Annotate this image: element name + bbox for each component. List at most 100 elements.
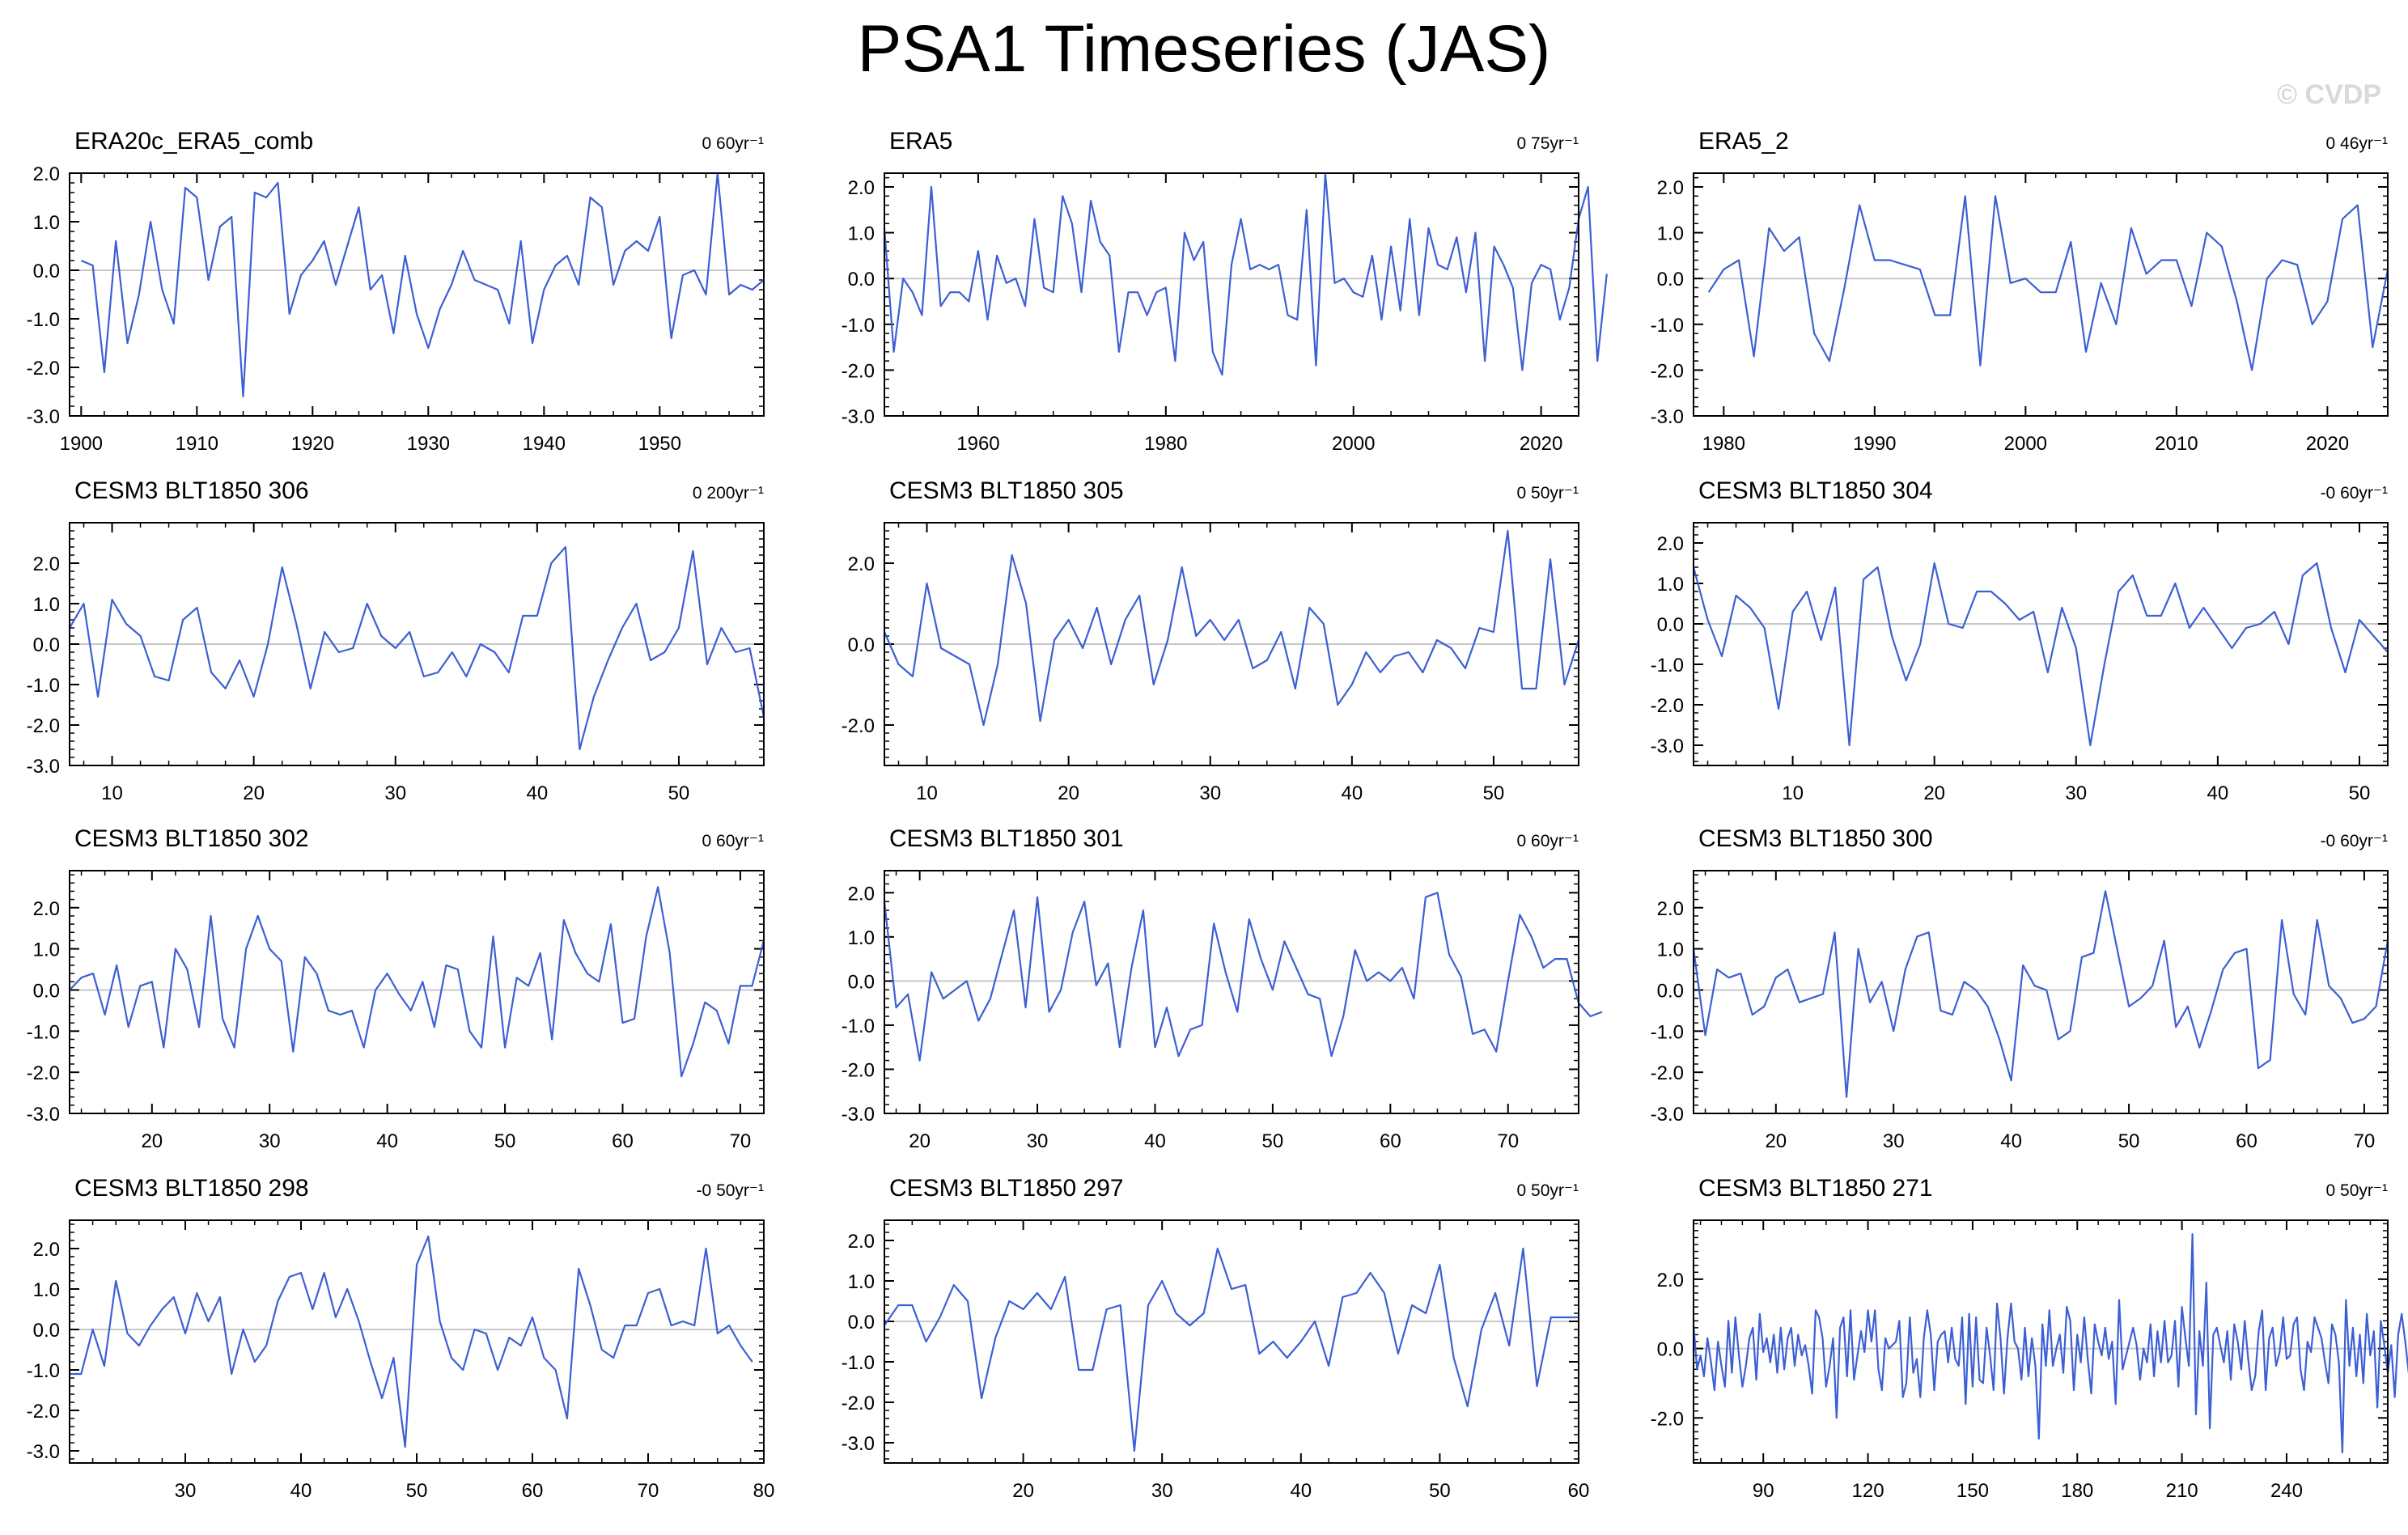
panel-7-y-tick-label: 0.0 — [33, 980, 60, 1002]
panel-5-title: CESM3 BLT1850 305 — [889, 477, 1124, 504]
panel-9-x-tick-label: 30 — [1883, 1130, 1905, 1152]
panel-7-x-tick-label: 40 — [376, 1130, 398, 1152]
panel-12-x-tick-label: 120 — [1852, 1480, 1884, 1502]
panel-1-x-tick-label: 1940 — [523, 433, 566, 455]
panel-3-title: ERA5_2 — [1698, 128, 1789, 155]
panel-9-x-tick-label: 70 — [2354, 1130, 2376, 1152]
panel-5-x-tick-label: 20 — [1058, 782, 1079, 804]
panel-12-x-tick-label: 90 — [1753, 1480, 1774, 1502]
panel-4-x-tick-label: 10 — [101, 782, 123, 804]
panel-5-y-tick-label: 0.0 — [848, 634, 875, 656]
panel-4-x-tick-label: 30 — [384, 782, 406, 804]
panel-10-x-tick-label: 60 — [522, 1480, 544, 1502]
panel-6-plot-frame — [1693, 522, 2389, 766]
panel-10-y-tick-label: -2.0 — [27, 1401, 60, 1423]
panel-2-x-tick-label: 2000 — [1332, 433, 1375, 455]
panel-9-y-tick-label: -3.0 — [1651, 1104, 1684, 1126]
panel-3-y-tick-label: 1.0 — [1657, 223, 1684, 245]
panel-6-y-tick-label: -2.0 — [1651, 695, 1684, 717]
panel-3-y-tick-label: -3.0 — [1651, 406, 1684, 428]
panel-5-y-tick-label: 2.0 — [848, 553, 875, 575]
panel-5-x-tick-label: 50 — [1483, 782, 1505, 804]
panel-5-series-line — [883, 529, 1580, 727]
panel-4-title: CESM3 BLT1850 306 — [74, 477, 309, 504]
panel-11-x-tick-label: 20 — [1012, 1480, 1034, 1502]
panel-11-y-tick-label: 1.0 — [848, 1271, 875, 1293]
panel-1-y-tick-label: 0.0 — [33, 261, 60, 282]
panel-9-y-tick-label: -2.0 — [1651, 1062, 1684, 1084]
panel-4-series-line — [69, 545, 765, 751]
panel-2-y-tick-label: -1.0 — [842, 315, 875, 337]
panel-11-series-line — [884, 1247, 1579, 1452]
panel-9-plot-frame — [1693, 870, 2389, 1114]
panel-11-x-tick-label: 40 — [1290, 1480, 1312, 1502]
panel-9-trend-label: -0 60yr⁻¹ — [2321, 832, 2388, 850]
panel-10-x-tick-label: 40 — [290, 1480, 312, 1502]
panel-11-x-tick-label: 30 — [1151, 1480, 1173, 1502]
panel-4-y-tick-label: -1.0 — [27, 675, 60, 697]
panel-2-y-tick-label: 0.0 — [848, 269, 875, 290]
panel-4-y-tick-label: -2.0 — [27, 715, 60, 737]
panel-1-x-tick-label: 1920 — [291, 433, 334, 455]
panel-2-plot-frame — [884, 172, 1579, 417]
panel-12-x-tick-label: 150 — [1956, 1480, 1989, 1502]
panel-9-x-tick-label: 40 — [2000, 1130, 2022, 1152]
panel-1-series-line — [80, 172, 765, 398]
panel-9-x-tick-label: 50 — [2118, 1130, 2140, 1152]
panel-12-x-tick-label: 210 — [2166, 1480, 2198, 1502]
panel-4-y-tick-label: 0.0 — [33, 634, 60, 656]
panel-12-y-tick-label: -2.0 — [1651, 1408, 1684, 1430]
panel-12-x-tick-label: 240 — [2270, 1480, 2303, 1502]
panel-8-x-tick-label: 60 — [1380, 1130, 1401, 1152]
panel-10-x-tick-label: 80 — [753, 1480, 775, 1502]
panel-3-x-tick-label: 1990 — [1853, 433, 1896, 455]
panel-6-series-line — [1692, 562, 2389, 747]
panel-11-y-tick-label: -3.0 — [842, 1433, 875, 1455]
watermark-label: © CVDP — [2277, 79, 2381, 110]
panel-2-title: ERA5 — [889, 128, 952, 155]
panel-9-title: CESM3 BLT1850 300 — [1698, 825, 1933, 852]
panel-8-x-tick-label: 40 — [1144, 1130, 1166, 1152]
panel-8-y-tick-label: -3.0 — [842, 1104, 875, 1126]
panel-6-x-tick-label: 40 — [2207, 782, 2229, 804]
panel-10-trend-label: -0 50yr⁻¹ — [697, 1181, 764, 1200]
panel-9-x-tick-label: 60 — [2236, 1130, 2258, 1152]
panel-12-plot-frame — [1693, 1219, 2389, 1464]
panel-3-x-tick-label: 2010 — [2155, 433, 2198, 455]
panel-10-series-line — [70, 1235, 753, 1448]
panel-4-trend-label: 0 200yr⁻¹ — [693, 484, 764, 502]
panel-5-x-tick-label: 10 — [916, 782, 938, 804]
panel-4-x-tick-label: 40 — [526, 782, 548, 804]
panel-5-trend-label: 0 50yr⁻¹ — [1517, 484, 1579, 502]
panel-8-series-line — [883, 892, 1603, 1062]
panel-10-y-tick-label: -1.0 — [27, 1360, 60, 1382]
panel-10-x-tick-label: 30 — [175, 1480, 197, 1502]
panel-9-y-tick-label: -1.0 — [1651, 1021, 1684, 1043]
panel-2-y-tick-label: -3.0 — [842, 406, 875, 428]
panel-3-series-line — [1707, 195, 2389, 371]
panel-9-x-tick-label: 20 — [1765, 1130, 1787, 1152]
panel-3-x-tick-label: 1980 — [1702, 433, 1745, 455]
panel-8-trend-label: 0 60yr⁻¹ — [1517, 832, 1579, 850]
panel-7-y-tick-label: -1.0 — [27, 1021, 60, 1043]
panel-7-x-tick-label: 50 — [494, 1130, 516, 1152]
panel-2-series-line — [883, 172, 1608, 376]
panel-12-x-tick-label: 180 — [2061, 1480, 2093, 1502]
panel-10-y-tick-label: 1.0 — [33, 1279, 60, 1301]
panel-8-x-tick-label: 50 — [1262, 1130, 1284, 1152]
panel-12-series-line — [1692, 1232, 2408, 1454]
panel-7-y-tick-label: 1.0 — [33, 939, 60, 961]
panel-2-x-tick-label: 2020 — [1520, 433, 1562, 455]
panel-1-trend-label: 0 60yr⁻¹ — [702, 134, 764, 153]
panel-9-y-tick-label: 1.0 — [1657, 939, 1684, 961]
panel-10-y-tick-label: 2.0 — [33, 1239, 60, 1261]
panel-8-title: CESM3 BLT1850 301 — [889, 825, 1124, 852]
panel-11-plot-frame — [884, 1219, 1579, 1464]
panel-6-x-tick-label: 20 — [1923, 782, 1945, 804]
panel-10-y-tick-label: 0.0 — [33, 1320, 60, 1342]
panel-5-x-tick-label: 30 — [1199, 782, 1221, 804]
panel-4-y-tick-label: -3.0 — [27, 756, 60, 778]
panel-11-title: CESM3 BLT1850 297 — [889, 1175, 1124, 1202]
panel-1-plot-frame — [69, 172, 765, 417]
